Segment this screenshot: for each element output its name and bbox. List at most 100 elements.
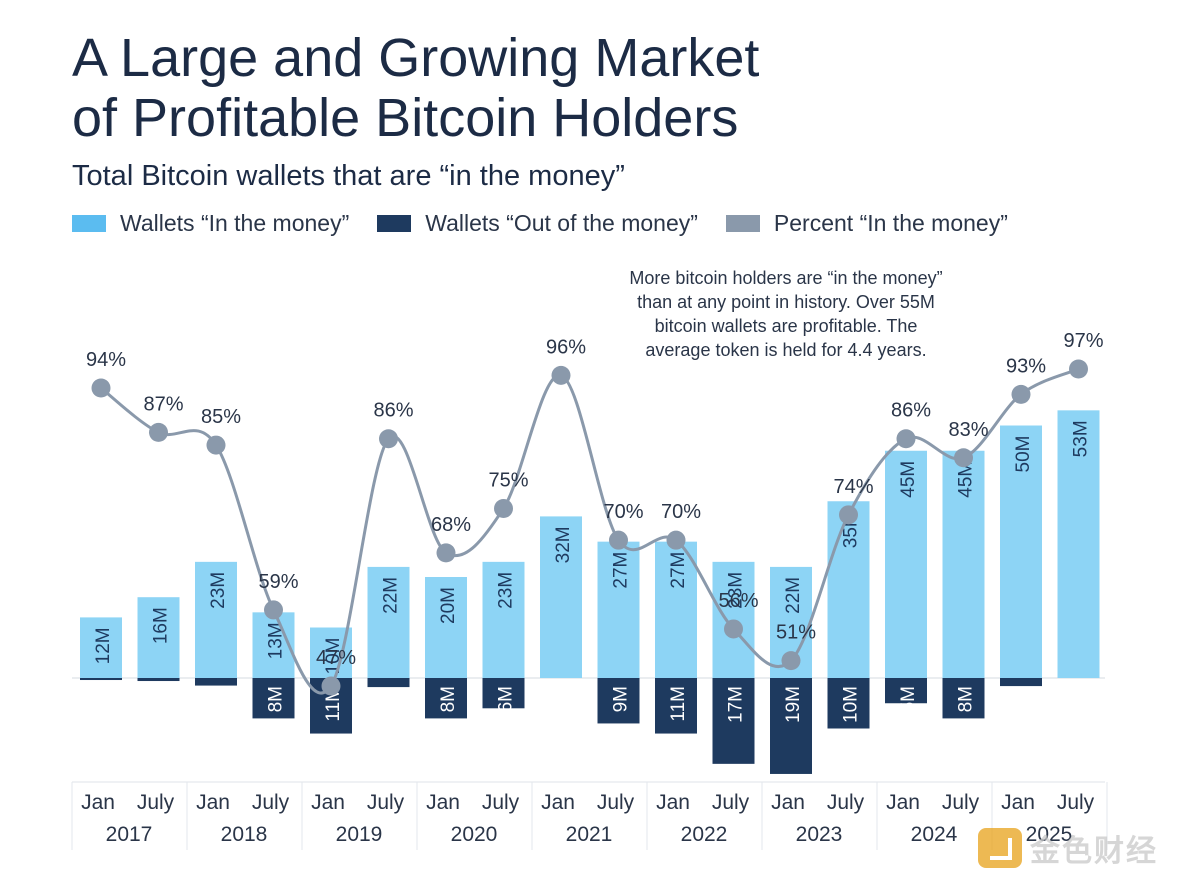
percent-point [321, 676, 341, 696]
x-tick-label: Jan [656, 791, 690, 814]
bar-out-money [425, 678, 467, 719]
x-tick-label: July [252, 791, 290, 814]
x-year-label: 2023 [796, 823, 843, 846]
percent-point [149, 422, 168, 442]
percent-label: 74% [833, 476, 873, 498]
x-tick-label: July [367, 791, 405, 814]
percent-label: 97% [1063, 330, 1103, 352]
bar-label-out-money: 17M [726, 686, 747, 723]
percent-point [91, 378, 111, 398]
percent-label: 47% [316, 647, 356, 669]
percent-point [609, 530, 628, 550]
percent-point [781, 651, 801, 671]
bar-out-money [712, 678, 755, 764]
percent-point [206, 435, 226, 455]
bar-label-in-money: 23M [496, 572, 517, 609]
bar-in-money [827, 501, 870, 678]
title-line-1: A Large and Growing Market [72, 28, 760, 88]
legend-swatch-percent [725, 215, 760, 232]
bar-out-money [80, 678, 122, 681]
percent-label: 87% [143, 393, 183, 415]
bar-out-money [597, 678, 640, 724]
percent-point [724, 619, 743, 639]
bar-in-money [655, 541, 697, 678]
chart-annotation: More bitcoin holders are “in the money” … [629, 268, 943, 360]
bar-label-in-money: 20M [438, 587, 459, 624]
watermark: 金色财经 [978, 826, 1158, 870]
percent-point [666, 530, 686, 550]
percent-label: 93% [1006, 355, 1046, 377]
percent-line [100, 367, 1080, 695]
percent-point [264, 600, 283, 620]
bar-out-money [367, 678, 410, 688]
bar-in-money [137, 597, 180, 678]
percent-label: 70% [661, 501, 701, 523]
bar-in-money [942, 450, 985, 678]
bar-in-money [597, 541, 640, 678]
percent-point [1011, 384, 1031, 404]
bar-label-out-money: 5M [898, 686, 919, 712]
percent-label: 68% [431, 514, 471, 536]
percent-point [379, 429, 398, 449]
percent-label: 86% [891, 400, 931, 422]
bar-in-money [367, 566, 410, 678]
bar-label-out-money: 11M [668, 686, 689, 722]
x-year-label: 2025 [1026, 823, 1073, 846]
bar-label-out-money: 6M [496, 686, 517, 712]
percent-label: 96% [546, 336, 586, 358]
title-line-2: of Profitable Bitcoin Holders [72, 88, 739, 148]
bar-out-money [655, 678, 697, 734]
bar-label-in-money: 23M [208, 572, 229, 609]
x-tick-label: July [482, 791, 520, 814]
bar-out-money [942, 678, 985, 719]
bar-label-in-money: 23M [726, 572, 747, 609]
x-tick-label: Jan [81, 791, 115, 814]
percent-label: 94% [86, 349, 126, 371]
bar-in-money [482, 561, 525, 678]
bar-label-out-money: 8M [266, 686, 287, 712]
bar-out-money [195, 678, 237, 686]
x-tick-label: Jan [311, 791, 345, 814]
bar-label-in-money: 22M [783, 577, 804, 614]
bar-out-money [252, 678, 295, 719]
bar-label-in-money: 22M [381, 577, 402, 614]
chart-subtitle: Total Bitcoin wallets that are “in the m… [72, 160, 625, 192]
legend-swatch-out-money [377, 215, 412, 232]
legend-swatch-in-money [72, 215, 106, 232]
bar-out-money [827, 678, 870, 729]
x-year-label: 2021 [566, 823, 613, 846]
x-tick-label: Jan [1001, 791, 1035, 814]
bar-label-in-money: 32M [553, 526, 574, 563]
legend-item-out-money: Wallets “Out of the money” [377, 210, 698, 237]
percent-point [494, 498, 513, 518]
legend-item-percent: Percent “In the money” [725, 210, 1008, 237]
percent-point [551, 365, 571, 385]
x-tick-label: Jan [771, 791, 805, 814]
watermark-text: 金色财经 [1030, 834, 1158, 869]
bar-label-out-money: 8M [956, 686, 977, 712]
bar-label-in-money: 12M [93, 627, 114, 664]
percent-point [436, 543, 456, 563]
x-year-label: 2019 [336, 823, 383, 846]
x-year-label: 2018 [221, 823, 268, 846]
bar-label-out-money: 9M [611, 686, 632, 712]
bar-label-in-money: 27M [668, 552, 689, 589]
percent-label: 59% [258, 571, 298, 593]
x-year-label: 2022 [681, 823, 728, 846]
bar-in-money [425, 577, 467, 678]
x-tick-label: Jan [196, 791, 230, 814]
x-tick-label: Jan [886, 791, 920, 814]
bar-in-money [195, 561, 237, 678]
bar-in-money [540, 516, 582, 678]
bar-in-money [80, 617, 122, 678]
x-tick-label: Jan [541, 791, 575, 814]
x-tick-label: July [942, 791, 980, 814]
percent-label: 51% [776, 622, 816, 644]
x-tick-label: July [1057, 791, 1095, 814]
legend-label-in-money: Wallets “In the money” [120, 210, 350, 236]
percent-label: 75% [488, 469, 528, 491]
chart-legend: Wallets “In the money” Wallets “Out of t… [72, 210, 1036, 237]
legend-label-out-money: Wallets “Out of the money” [425, 210, 698, 236]
percent-point [839, 505, 858, 525]
